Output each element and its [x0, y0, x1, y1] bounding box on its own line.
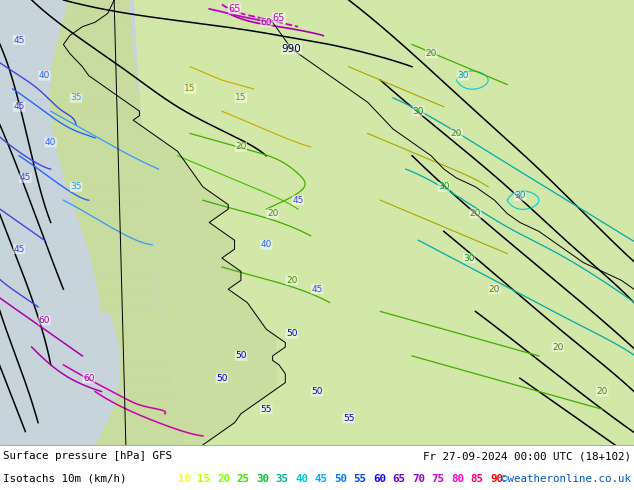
Text: 20: 20 [552, 343, 564, 351]
Text: 60: 60 [39, 316, 50, 325]
Text: 45: 45 [13, 102, 25, 111]
Text: 30: 30 [438, 182, 450, 192]
Text: 15: 15 [198, 474, 210, 484]
Text: 45: 45 [13, 245, 25, 254]
Text: 20: 20 [425, 49, 437, 58]
Text: 40: 40 [45, 138, 56, 147]
Text: 20: 20 [217, 474, 230, 484]
Text: 35: 35 [70, 94, 82, 102]
Text: 30: 30 [463, 253, 475, 263]
Text: 45: 45 [13, 36, 25, 45]
Text: Isotachs 10m (km/h): Isotachs 10m (km/h) [3, 474, 127, 484]
Text: 40: 40 [295, 474, 308, 484]
Text: 45: 45 [314, 474, 328, 484]
Text: 15: 15 [184, 84, 196, 94]
Text: 85: 85 [470, 474, 484, 484]
Text: 55: 55 [343, 414, 354, 423]
Text: 60: 60 [261, 18, 272, 27]
Text: 80: 80 [451, 474, 464, 484]
Text: 20: 20 [286, 276, 297, 285]
Text: 45: 45 [311, 285, 323, 294]
Text: 20: 20 [235, 142, 247, 151]
Text: Surface pressure [hPa] GFS: Surface pressure [hPa] GFS [3, 451, 172, 461]
Text: 20: 20 [489, 285, 500, 294]
Text: 70: 70 [412, 474, 425, 484]
Text: 55: 55 [261, 405, 272, 414]
Text: 50: 50 [216, 374, 228, 383]
Text: 40: 40 [39, 71, 50, 80]
Text: 65: 65 [228, 4, 241, 14]
Text: 50: 50 [286, 329, 297, 338]
Text: 30: 30 [413, 107, 424, 116]
Text: 55: 55 [354, 474, 366, 484]
Text: 25: 25 [236, 474, 250, 484]
Text: 10: 10 [178, 474, 191, 484]
Text: 20: 20 [267, 209, 278, 218]
Polygon shape [63, 0, 285, 481]
Text: 990: 990 [281, 44, 302, 54]
Text: 50: 50 [334, 474, 347, 484]
Polygon shape [273, 22, 634, 467]
Text: 45: 45 [20, 173, 31, 182]
Text: 30: 30 [514, 191, 526, 200]
Text: 60: 60 [373, 474, 386, 484]
Text: 35: 35 [276, 474, 288, 484]
Text: 40: 40 [261, 240, 272, 249]
Text: 60: 60 [83, 374, 94, 383]
Text: 65: 65 [273, 13, 285, 23]
Text: 50: 50 [235, 351, 247, 361]
Text: 20: 20 [470, 209, 481, 218]
Text: 20: 20 [597, 387, 608, 396]
Text: 45: 45 [292, 196, 304, 205]
Text: 30: 30 [256, 474, 269, 484]
Text: 20: 20 [451, 129, 462, 138]
Text: 65: 65 [392, 474, 406, 484]
Text: 50: 50 [311, 387, 323, 396]
Text: Fr 27-09-2024 00:00 UTC (18+102): Fr 27-09-2024 00:00 UTC (18+102) [423, 451, 631, 461]
Text: 90: 90 [490, 474, 503, 484]
Text: 75: 75 [432, 474, 444, 484]
Text: 35: 35 [70, 182, 82, 192]
Text: ©weatheronline.co.uk: ©weatheronline.co.uk [501, 474, 631, 484]
Text: 30: 30 [457, 71, 469, 80]
Text: 15: 15 [235, 94, 247, 102]
